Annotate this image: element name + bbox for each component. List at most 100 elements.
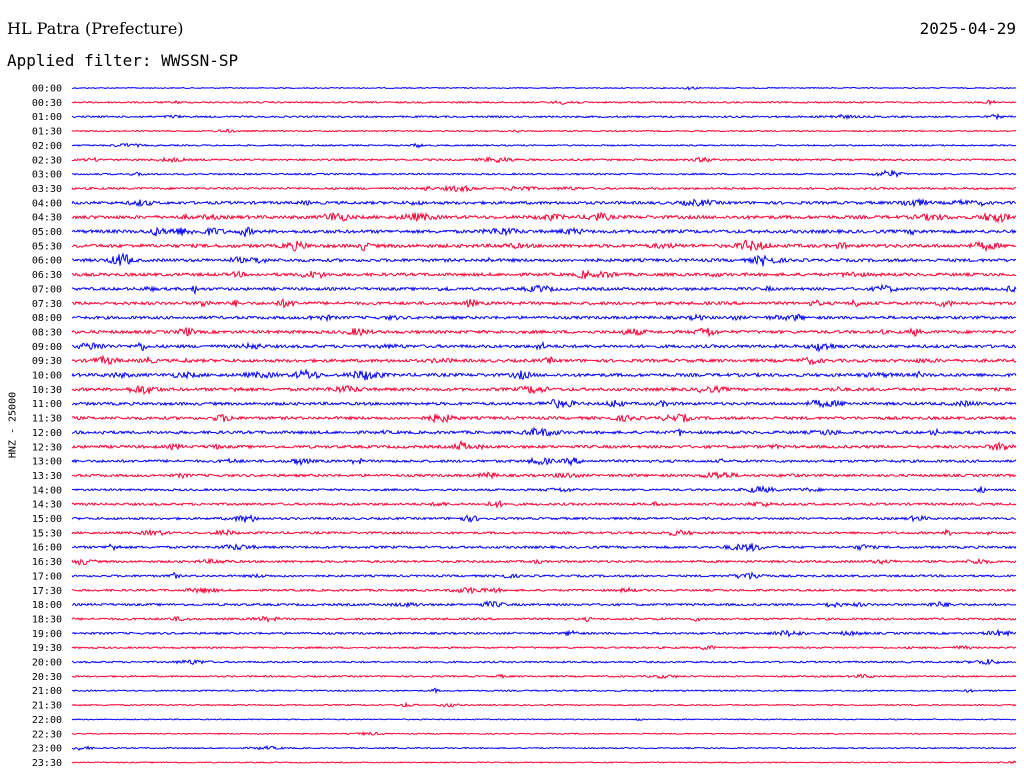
trace-2230 [71, 731, 1017, 737]
time-label-0600: 06:00 [32, 256, 62, 267]
trace-1230 [71, 439, 1017, 451]
trace-0500 [71, 226, 1017, 237]
trace-1730 [71, 586, 1017, 595]
time-label-0630: 06:30 [32, 270, 62, 281]
filter-label: Applied filter: WWSSN-SP [7, 51, 239, 70]
trace-0600 [71, 252, 1017, 267]
time-label-2330: 23:30 [32, 758, 62, 769]
time-label-0030: 00:30 [32, 98, 62, 109]
time-label-0330: 03:30 [32, 184, 62, 195]
trace-0700 [71, 283, 1017, 296]
trace-1330 [71, 470, 1017, 480]
time-label-2030: 20:30 [32, 672, 62, 683]
time-label-1500: 15:00 [32, 514, 62, 525]
trace-0900 [71, 340, 1017, 353]
trace-1400 [71, 484, 1017, 494]
trace-1200 [71, 426, 1017, 438]
time-label-0430: 04:30 [32, 213, 62, 224]
trace-2030 [71, 673, 1017, 680]
time-label-2000: 20:00 [32, 658, 62, 669]
time-label-1900: 19:00 [32, 629, 62, 640]
time-label-1530: 15:30 [32, 528, 62, 539]
trace-0430 [71, 211, 1017, 224]
time-label-1430: 14:30 [32, 500, 62, 511]
time-label-0930: 09:30 [32, 356, 62, 367]
time-label-0900: 09:00 [32, 342, 62, 353]
time-label-0700: 07:00 [32, 284, 62, 295]
trace-0030 [71, 99, 1017, 106]
trace-0530 [71, 239, 1017, 253]
trace-2330 [71, 760, 1017, 765]
time-label-1330: 13:30 [32, 471, 62, 482]
time-label-1030: 10:30 [32, 385, 62, 396]
time-label-0000: 00:00 [32, 84, 62, 95]
trace-2300 [71, 744, 1017, 751]
trace-0730 [71, 298, 1017, 309]
trace-1530 [71, 528, 1017, 537]
station-title: HL Patra (Prefecture) [7, 19, 184, 38]
time-label-1600: 16:00 [32, 543, 62, 554]
time-label-1400: 14:00 [32, 485, 62, 496]
time-label-2300: 23:00 [32, 744, 62, 755]
date-label: 2025-04-29 [919, 19, 1016, 38]
trace-1630 [71, 557, 1017, 566]
trace-0130 [71, 128, 1017, 133]
trace-0200 [71, 142, 1017, 149]
time-label-1100: 11:00 [32, 399, 62, 410]
time-label-0800: 08:00 [32, 313, 62, 324]
time-label-0300: 03:00 [32, 170, 62, 181]
time-label-1930: 19:30 [32, 643, 62, 654]
trace-0000 [71, 85, 1017, 91]
time-label-1830: 18:30 [32, 614, 62, 625]
time-label-2130: 21:30 [32, 701, 62, 712]
trace-2200 [71, 717, 1017, 722]
time-label-1700: 17:00 [32, 571, 62, 582]
trace-0800 [71, 313, 1017, 323]
time-label-1000: 10:00 [32, 371, 62, 382]
trace-1830 [71, 615, 1017, 624]
time-label-0230: 02:30 [32, 155, 62, 166]
trace-2130 [71, 701, 1017, 708]
trace-0300 [71, 169, 1017, 179]
trace-1430 [71, 499, 1017, 509]
time-label-1630: 16:30 [32, 557, 62, 568]
trace-1100 [71, 398, 1017, 409]
trace-1130 [71, 413, 1017, 424]
time-label-2200: 22:00 [32, 715, 62, 726]
trace-1600 [71, 543, 1017, 553]
trace-0400 [71, 197, 1017, 208]
trace-2100 [71, 687, 1017, 695]
trace-1900 [71, 628, 1017, 638]
time-label-2230: 22:30 [32, 729, 62, 740]
trace-0230 [71, 155, 1017, 164]
trace-1500 [71, 513, 1017, 523]
time-label-0830: 08:30 [32, 327, 62, 338]
time-label-1200: 12:00 [32, 428, 62, 439]
time-label-0130: 01:30 [32, 127, 62, 138]
time-label-0100: 01:00 [32, 112, 62, 123]
trace-0830 [71, 326, 1017, 338]
trace-1700 [71, 571, 1017, 581]
time-label-0200: 02:00 [32, 141, 62, 152]
trace-0330 [71, 184, 1017, 194]
trace-1800 [71, 600, 1017, 609]
trace-1030 [71, 384, 1017, 395]
time-label-1800: 18:00 [32, 600, 62, 611]
time-label-0530: 05:30 [32, 241, 62, 252]
trace-2000 [71, 658, 1017, 666]
trace-0100 [71, 112, 1017, 121]
trace-0930 [71, 354, 1017, 366]
time-label-1730: 17:30 [32, 586, 62, 597]
time-label-1300: 13:00 [32, 457, 62, 468]
trace-1000 [71, 368, 1017, 381]
time-label-1130: 11:30 [32, 414, 62, 425]
trace-0630 [71, 269, 1017, 280]
time-label-0730: 07:30 [32, 299, 62, 310]
trace-1930 [71, 644, 1017, 651]
time-label-0500: 05:00 [32, 227, 62, 238]
time-label-2100: 21:00 [32, 686, 62, 697]
time-label-1230: 12:30 [32, 442, 62, 453]
trace-1300 [71, 456, 1017, 467]
time-label-0400: 04:00 [32, 198, 62, 209]
